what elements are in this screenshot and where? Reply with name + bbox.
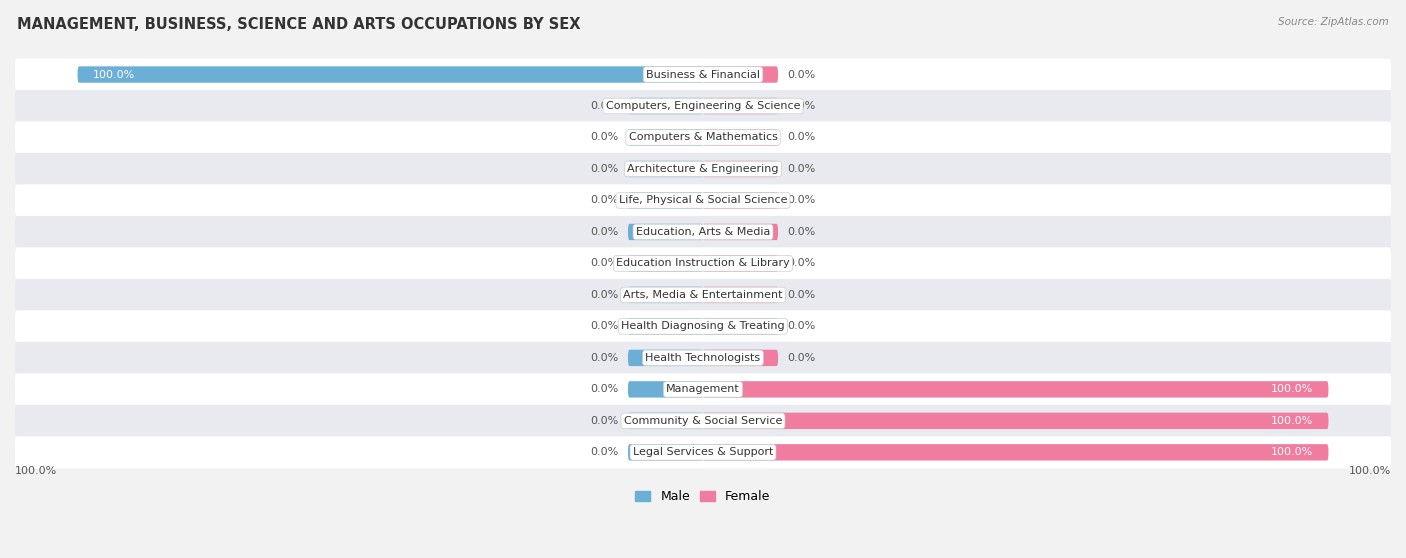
- FancyBboxPatch shape: [15, 310, 1391, 343]
- Text: 0.0%: 0.0%: [787, 70, 815, 80]
- Text: 0.0%: 0.0%: [591, 258, 619, 268]
- Legend: Male, Female: Male, Female: [630, 485, 776, 508]
- Text: Source: ZipAtlas.com: Source: ZipAtlas.com: [1278, 17, 1389, 27]
- Text: 0.0%: 0.0%: [787, 321, 815, 331]
- FancyBboxPatch shape: [628, 318, 703, 335]
- Text: Education, Arts & Media: Education, Arts & Media: [636, 227, 770, 237]
- Text: 100.0%: 100.0%: [1271, 416, 1313, 426]
- Text: 100.0%: 100.0%: [1271, 384, 1313, 395]
- FancyBboxPatch shape: [703, 161, 778, 177]
- Text: Health Diagnosing & Treating: Health Diagnosing & Treating: [621, 321, 785, 331]
- FancyBboxPatch shape: [703, 444, 1329, 460]
- Text: 0.0%: 0.0%: [787, 353, 815, 363]
- FancyBboxPatch shape: [628, 381, 703, 397]
- Text: Health Technologists: Health Technologists: [645, 353, 761, 363]
- FancyBboxPatch shape: [77, 66, 703, 83]
- Text: 0.0%: 0.0%: [787, 258, 815, 268]
- Text: Business & Financial: Business & Financial: [645, 70, 761, 80]
- Text: 0.0%: 0.0%: [787, 290, 815, 300]
- Text: Education Instruction & Library: Education Instruction & Library: [616, 258, 790, 268]
- Text: 0.0%: 0.0%: [591, 353, 619, 363]
- Text: 100.0%: 100.0%: [15, 465, 58, 475]
- Text: 0.0%: 0.0%: [787, 227, 815, 237]
- FancyBboxPatch shape: [628, 161, 703, 177]
- FancyBboxPatch shape: [703, 224, 778, 240]
- Text: Arts, Media & Entertainment: Arts, Media & Entertainment: [623, 290, 783, 300]
- Text: 0.0%: 0.0%: [787, 195, 815, 205]
- FancyBboxPatch shape: [703, 255, 778, 272]
- FancyBboxPatch shape: [628, 255, 703, 272]
- Text: Life, Physical & Social Science: Life, Physical & Social Science: [619, 195, 787, 205]
- Text: 100.0%: 100.0%: [93, 70, 135, 80]
- FancyBboxPatch shape: [703, 287, 778, 303]
- FancyBboxPatch shape: [703, 350, 778, 366]
- FancyBboxPatch shape: [703, 413, 1329, 429]
- Text: MANAGEMENT, BUSINESS, SCIENCE AND ARTS OCCUPATIONS BY SEX: MANAGEMENT, BUSINESS, SCIENCE AND ARTS O…: [17, 17, 581, 32]
- FancyBboxPatch shape: [628, 287, 703, 303]
- Text: 0.0%: 0.0%: [591, 448, 619, 458]
- Text: 0.0%: 0.0%: [591, 384, 619, 395]
- Text: 0.0%: 0.0%: [591, 195, 619, 205]
- FancyBboxPatch shape: [628, 98, 703, 114]
- Text: Computers, Engineering & Science: Computers, Engineering & Science: [606, 101, 800, 111]
- Text: 0.0%: 0.0%: [591, 227, 619, 237]
- FancyBboxPatch shape: [15, 436, 1391, 468]
- Text: 0.0%: 0.0%: [787, 164, 815, 174]
- FancyBboxPatch shape: [628, 413, 703, 429]
- FancyBboxPatch shape: [628, 129, 703, 146]
- FancyBboxPatch shape: [15, 184, 1391, 217]
- FancyBboxPatch shape: [15, 90, 1391, 122]
- FancyBboxPatch shape: [15, 122, 1391, 153]
- FancyBboxPatch shape: [703, 193, 778, 209]
- Text: 0.0%: 0.0%: [591, 416, 619, 426]
- Text: Computers & Mathematics: Computers & Mathematics: [628, 132, 778, 142]
- FancyBboxPatch shape: [15, 247, 1391, 280]
- FancyBboxPatch shape: [703, 318, 778, 335]
- Text: Architecture & Engineering: Architecture & Engineering: [627, 164, 779, 174]
- Text: Legal Services & Support: Legal Services & Support: [633, 448, 773, 458]
- Text: 0.0%: 0.0%: [591, 164, 619, 174]
- FancyBboxPatch shape: [628, 224, 703, 240]
- FancyBboxPatch shape: [15, 342, 1391, 374]
- FancyBboxPatch shape: [15, 373, 1391, 406]
- Text: Management: Management: [666, 384, 740, 395]
- FancyBboxPatch shape: [15, 153, 1391, 185]
- FancyBboxPatch shape: [15, 216, 1391, 248]
- FancyBboxPatch shape: [703, 66, 778, 83]
- Text: 0.0%: 0.0%: [591, 101, 619, 111]
- Text: 0.0%: 0.0%: [591, 321, 619, 331]
- Text: 100.0%: 100.0%: [1348, 465, 1391, 475]
- Text: 0.0%: 0.0%: [787, 101, 815, 111]
- Text: 100.0%: 100.0%: [1271, 448, 1313, 458]
- FancyBboxPatch shape: [628, 193, 703, 209]
- FancyBboxPatch shape: [703, 129, 778, 146]
- FancyBboxPatch shape: [628, 350, 703, 366]
- FancyBboxPatch shape: [15, 59, 1391, 90]
- FancyBboxPatch shape: [703, 381, 1329, 397]
- FancyBboxPatch shape: [15, 405, 1391, 437]
- Text: 0.0%: 0.0%: [591, 132, 619, 142]
- Text: 0.0%: 0.0%: [787, 132, 815, 142]
- FancyBboxPatch shape: [703, 98, 778, 114]
- FancyBboxPatch shape: [15, 279, 1391, 311]
- Text: Community & Social Service: Community & Social Service: [624, 416, 782, 426]
- FancyBboxPatch shape: [628, 444, 703, 460]
- Text: 0.0%: 0.0%: [591, 290, 619, 300]
